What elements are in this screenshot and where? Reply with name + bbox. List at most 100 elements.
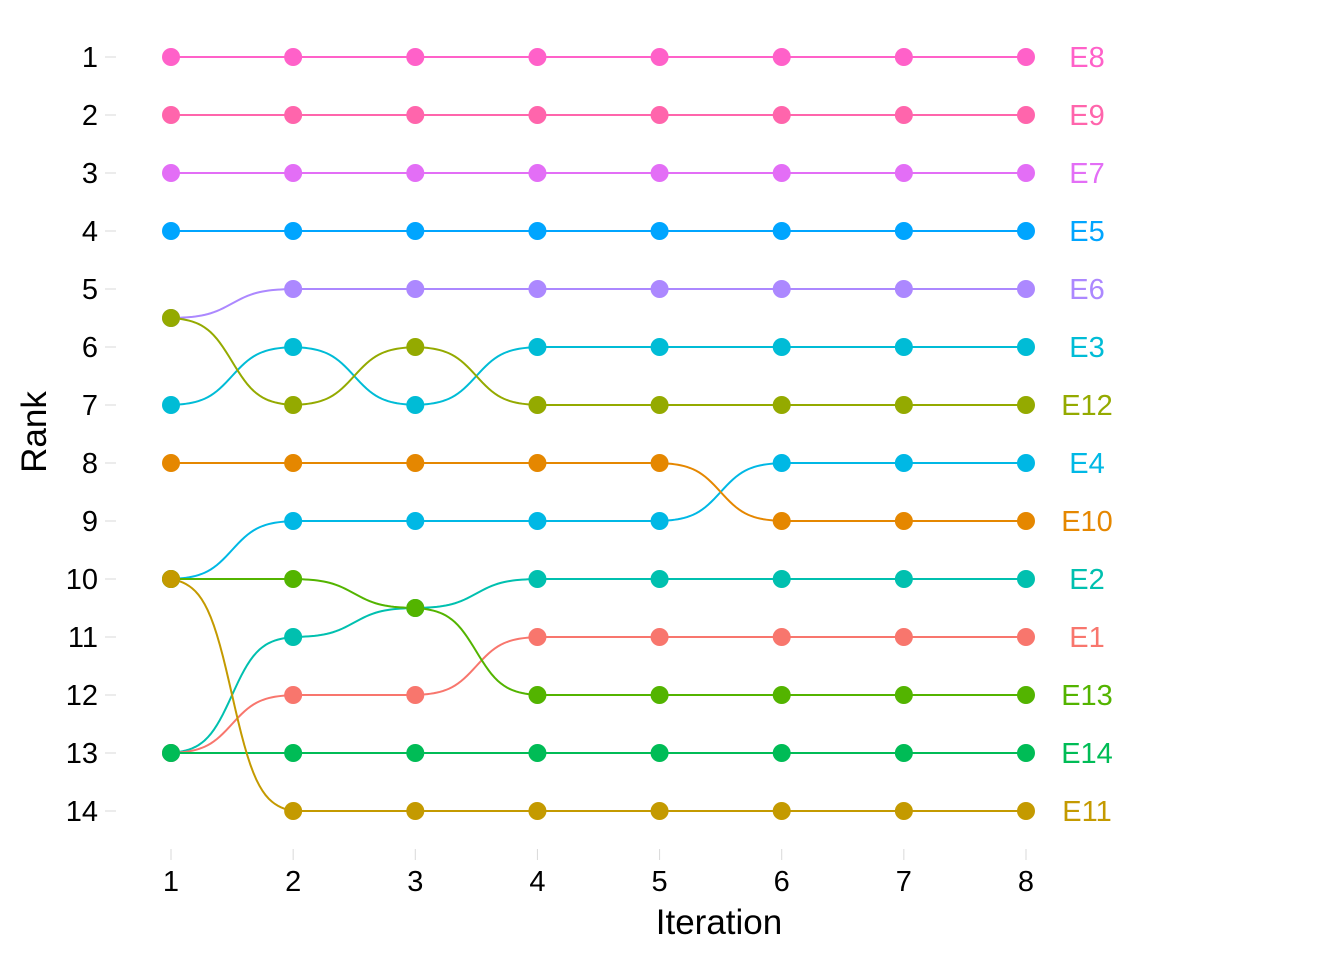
point-E3-iter-7	[894, 338, 913, 356]
point-E11-iter-4	[528, 802, 547, 820]
series-line-E4	[170, 462, 1026, 580]
point-E5-iter-8	[1017, 222, 1035, 240]
point-E9-iter-2	[284, 106, 303, 124]
point-E2-iter-7	[894, 570, 913, 588]
series-label-E11: E11	[1062, 796, 1111, 828]
point-E12-iter-2	[284, 396, 303, 414]
x-tick-label: 8	[1018, 866, 1034, 898]
point-E4-iter-7	[894, 454, 913, 472]
point-E6-iter-5	[650, 280, 669, 298]
point-E5-iter-1	[162, 222, 180, 240]
point-E12-iter-3	[406, 338, 425, 356]
point-E6-iter-2	[284, 280, 303, 298]
point-E14-iter-5	[650, 744, 669, 762]
point-E14-iter-7	[894, 744, 913, 762]
point-E14-iter-2	[284, 744, 303, 762]
point-E3-iter-6	[772, 338, 791, 356]
point-E3-iter-5	[650, 338, 669, 356]
point-E13-iter-2	[284, 570, 303, 588]
point-E13-iter-3	[406, 599, 425, 617]
point-E10-iter-8	[1017, 512, 1035, 530]
series-line-E13	[171, 578, 1026, 696]
point-E10-iter-1	[162, 454, 180, 472]
y-tick-label: 13	[66, 738, 98, 770]
x-tick-label: 4	[529, 866, 545, 898]
series-label-E13: E13	[1061, 680, 1113, 712]
series-label-E7: E7	[1069, 158, 1104, 190]
point-E11-iter-7	[894, 802, 913, 820]
point-E7-iter-4	[528, 164, 547, 182]
point-E4-iter-4	[528, 512, 547, 530]
series-label-E14: E14	[1061, 738, 1113, 770]
point-E1-iter-8	[1017, 628, 1035, 646]
point-E6-iter-3	[406, 280, 425, 298]
series-label-E5: E5	[1069, 216, 1104, 248]
series-label-E8: E8	[1069, 42, 1104, 74]
series-label-E12: E12	[1061, 390, 1113, 422]
series-label-E1: E1	[1069, 622, 1104, 654]
series-label-E6: E6	[1069, 274, 1104, 306]
point-E8-iter-2	[284, 48, 303, 66]
point-E4-iter-3	[406, 512, 425, 530]
point-E7-iter-1	[162, 164, 180, 182]
point-E2-iter-5	[650, 570, 669, 588]
point-E2-iter-2	[284, 628, 303, 646]
x-axis: 1 2 3 4 5 6 7 8	[163, 849, 1034, 898]
y-tick-label: 5	[82, 274, 98, 306]
series-line-E2	[170, 578, 1026, 754]
series-line-E3	[170, 345, 1026, 407]
point-E11-iter-6	[772, 802, 791, 820]
point-E5-iter-5	[650, 222, 669, 240]
point-E12-iter-7	[894, 396, 913, 414]
x-tick-label: 6	[774, 866, 790, 898]
series-line-E10	[171, 462, 1026, 522]
series-label-E10: E10	[1061, 506, 1113, 538]
y-tick-label: 2	[82, 100, 98, 132]
y-axis-title: Rank	[15, 391, 54, 473]
y-tick-label: 10	[66, 564, 98, 596]
series-points	[162, 48, 1035, 820]
series-label-E2: E2	[1069, 564, 1104, 596]
series-labels: E8 E9 E7 E5 E6 E3 E12 E4 E10 E2 E1 E13 E14 E11	[1061, 42, 1113, 828]
point-E13-iter-6	[772, 686, 791, 704]
point-E9-iter-6	[772, 106, 791, 124]
point-E7-iter-2	[284, 164, 303, 182]
point-E6-iter-8	[1017, 280, 1035, 298]
y-tick-label: 11	[68, 622, 98, 654]
point-E1-iter-5	[650, 628, 669, 646]
point-E5-iter-4	[528, 222, 547, 240]
y-tick-label: 1	[82, 42, 98, 74]
point-E9-iter-3	[406, 106, 425, 124]
point-E14-iter-8	[1017, 744, 1035, 762]
point-E12-iter-4	[528, 396, 547, 414]
point-E14-iter-1	[162, 744, 180, 762]
series-label-E3: E3	[1069, 332, 1104, 364]
x-tick-label: 7	[896, 866, 912, 898]
point-E10-iter-6	[772, 512, 791, 530]
y-tick-label: 8	[82, 448, 98, 480]
series-line-E11	[170, 578, 1026, 812]
point-E13-iter-4	[528, 686, 547, 704]
point-E12-iter-6	[772, 396, 791, 414]
x-axis-title: Iteration	[656, 903, 782, 942]
point-E14-iter-4	[528, 744, 547, 762]
point-E6-iter-7	[894, 280, 913, 298]
point-E2-iter-4	[528, 570, 547, 588]
x-tick-label: 3	[407, 866, 423, 898]
x-tick-label: 2	[285, 866, 301, 898]
point-E10-iter-3	[406, 454, 425, 472]
point-E11-iter-5	[650, 802, 669, 820]
point-E11-iter-1	[162, 570, 180, 588]
point-E3-iter-8	[1017, 338, 1035, 356]
point-E7-iter-5	[650, 164, 669, 182]
point-E8-iter-1	[162, 48, 180, 66]
point-E10-iter-4	[528, 454, 547, 472]
point-E10-iter-2	[284, 454, 303, 472]
series-line-E6	[170, 288, 1026, 319]
point-E10-iter-5	[650, 454, 669, 472]
point-E9-iter-5	[650, 106, 669, 124]
point-E12-iter-8	[1017, 396, 1035, 414]
y-tick-label: 3	[82, 158, 98, 190]
point-E7-iter-7	[894, 164, 913, 182]
